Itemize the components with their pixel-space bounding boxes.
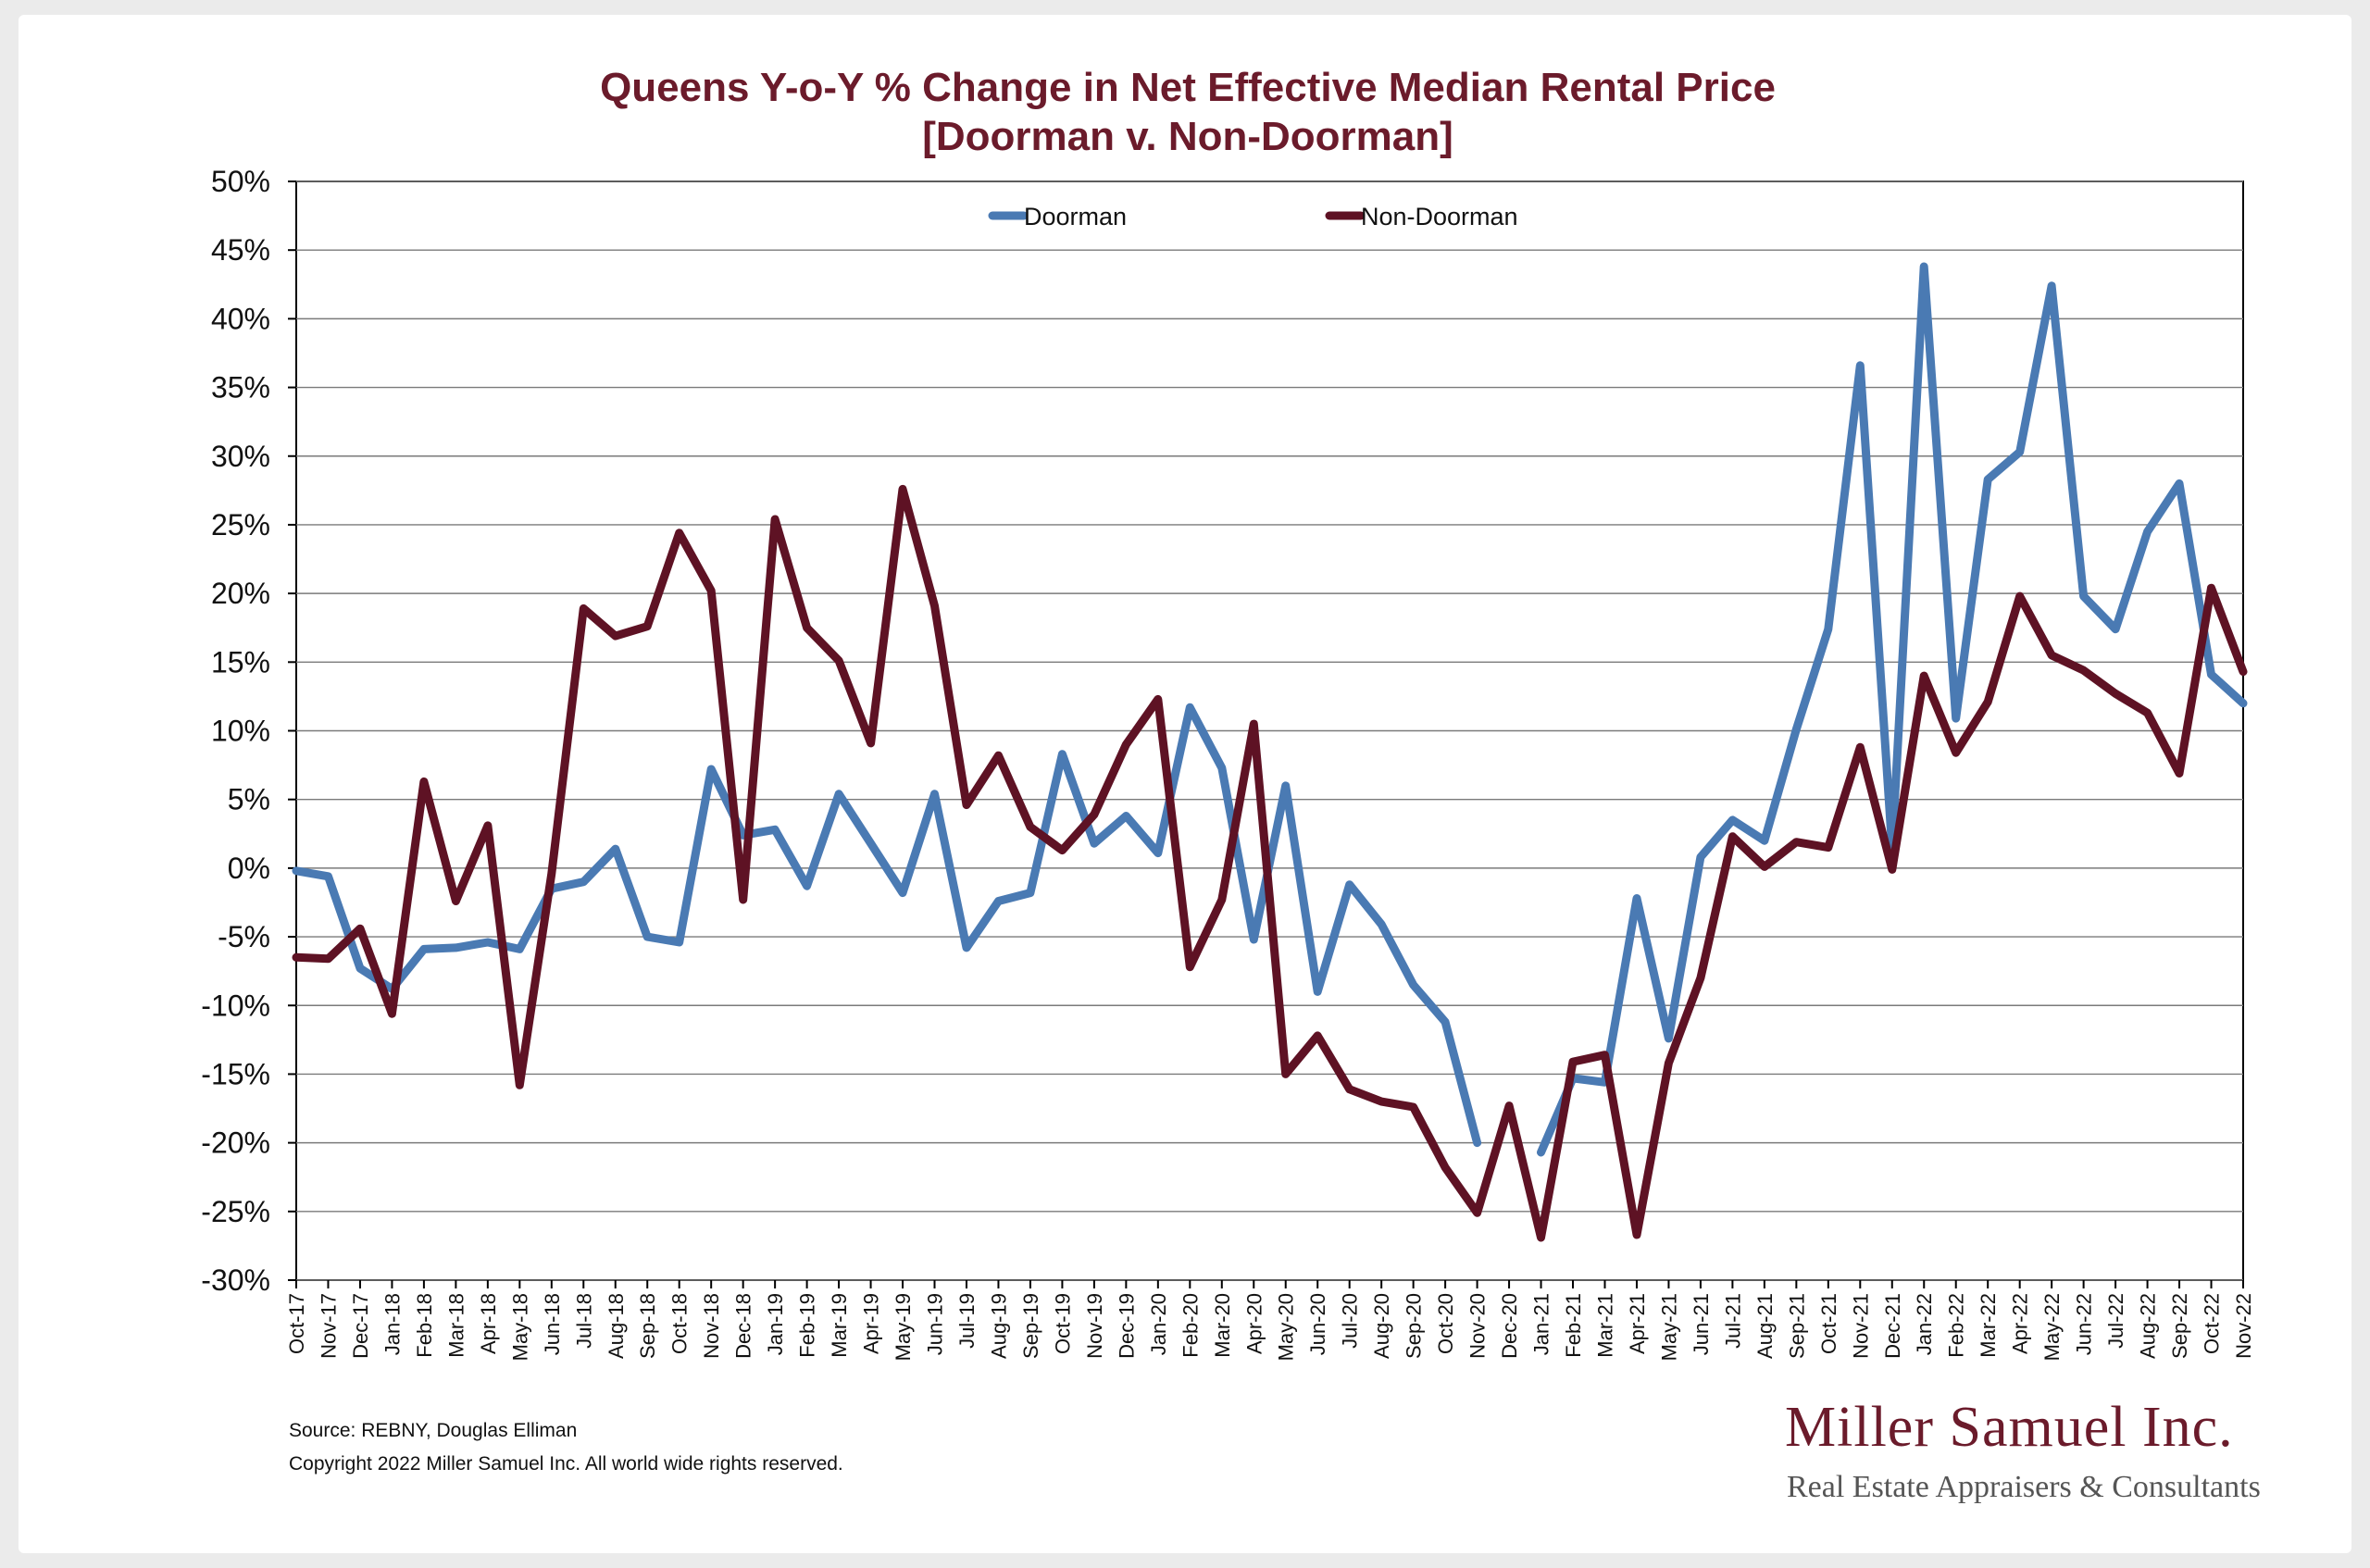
x-tick-label: Aug-20 bbox=[1370, 1293, 1393, 1359]
x-tick-label: Apr-20 bbox=[1242, 1293, 1266, 1354]
x-tick-label: Apr-18 bbox=[477, 1293, 500, 1354]
legend: Doorman Non-Doorman bbox=[988, 203, 1518, 230]
x-tick-label: Sep-21 bbox=[1785, 1293, 1808, 1359]
x-tick-label: May-20 bbox=[1275, 1293, 1298, 1361]
x-tick-label: Nov-19 bbox=[1083, 1293, 1106, 1359]
x-tick-label: Jan-20 bbox=[1147, 1293, 1170, 1355]
x-tick-label: Feb-18 bbox=[413, 1293, 436, 1358]
y-tick-label: 50% bbox=[211, 165, 270, 198]
x-axis: Oct-17 Nov-17 Dec-17 Jan-18 Feb-18 Mar-18 Apr-… bbox=[285, 1280, 2255, 1361]
x-tick-label: Mar-18 bbox=[444, 1293, 468, 1358]
y-tick-label: 15% bbox=[211, 645, 270, 678]
logo-tagline: Real Estate Appraisers & Consultants bbox=[1787, 1470, 2261, 1504]
x-tick-label: Jul-18 bbox=[572, 1293, 595, 1349]
x-tick-label: Dec-19 bbox=[1115, 1293, 1138, 1359]
x-tick-label: Jun-20 bbox=[1306, 1293, 1329, 1355]
x-tick-label: Dec-18 bbox=[732, 1293, 755, 1359]
y-axis: 50% 45% 40% 35% 30% 25% 20% 15% 10% 5% 0% -5% -10% -1… bbox=[201, 165, 296, 1297]
y-tick-label: 25% bbox=[211, 508, 270, 541]
x-tick-label: Apr-22 bbox=[2009, 1293, 2032, 1354]
copyright-note: Copyright 2022 Miller Samuel Inc. All wo… bbox=[289, 1453, 843, 1475]
y-tick-label: -15% bbox=[201, 1057, 270, 1090]
y-tick-label: 0% bbox=[228, 852, 270, 885]
x-tick-label: May-19 bbox=[892, 1293, 915, 1361]
x-tick-label: Dec-21 bbox=[1881, 1293, 1904, 1359]
x-tick-label: Sep-22 bbox=[2168, 1293, 2191, 1359]
x-tick-label: Oct-22 bbox=[2201, 1293, 2224, 1354]
x-tick-label: Jan-18 bbox=[380, 1293, 404, 1355]
x-tick-label: Jun-18 bbox=[541, 1293, 564, 1355]
y-tick-label: -20% bbox=[201, 1126, 270, 1160]
x-tick-label: Aug-21 bbox=[1753, 1293, 1777, 1359]
y-tick-label: -25% bbox=[201, 1195, 270, 1228]
x-tick-label: Apr-21 bbox=[1626, 1293, 1649, 1354]
company-logo: Miller Samuel Inc. Real Estate Appraiser… bbox=[1785, 1396, 2261, 1504]
x-tick-label: Dec-20 bbox=[1498, 1293, 1521, 1359]
gridlines bbox=[296, 180, 2243, 1281]
series-line-non-doorman bbox=[292, 484, 2248, 1242]
chart-card: Queens Y-o-Y % Change in Net Effective M… bbox=[19, 15, 2351, 1553]
x-tick-label: Feb-21 bbox=[1562, 1293, 1585, 1358]
x-tick-label: Mar-19 bbox=[828, 1293, 851, 1358]
x-tick-label: Oct-17 bbox=[285, 1293, 308, 1354]
legend-label-doorman: Doorman bbox=[1024, 203, 1127, 230]
x-tick-label: Nov-18 bbox=[700, 1293, 723, 1359]
x-tick-label: Jan-21 bbox=[1530, 1293, 1553, 1355]
x-tick-label: Aug-18 bbox=[605, 1293, 628, 1359]
legend-label-non-doorman: Non-Doorman bbox=[1361, 203, 1518, 230]
x-tick-label: Sep-18 bbox=[636, 1293, 659, 1359]
x-tick-label: Jan-19 bbox=[764, 1293, 787, 1355]
series-layer bbox=[292, 262, 2248, 1242]
y-tick-label: 35% bbox=[211, 371, 270, 404]
y-tick-label: 10% bbox=[211, 715, 270, 748]
x-tick-label: Jan-22 bbox=[1913, 1293, 1936, 1355]
x-tick-label: Feb-22 bbox=[1945, 1293, 1968, 1358]
logo-name: Miller Samuel Inc. bbox=[1785, 1396, 2234, 1459]
x-tick-label: Dec-17 bbox=[349, 1293, 372, 1359]
x-tick-label: May-18 bbox=[508, 1293, 531, 1361]
y-tick-label: 30% bbox=[211, 440, 270, 473]
x-tick-label: Oct-18 bbox=[668, 1293, 692, 1354]
x-tick-label: Jun-22 bbox=[2073, 1293, 2096, 1355]
x-tick-label: Feb-20 bbox=[1179, 1293, 1202, 1358]
x-tick-label: Jul-19 bbox=[955, 1293, 979, 1349]
x-tick-label: Oct-20 bbox=[1434, 1293, 1457, 1354]
x-tick-label: Aug-22 bbox=[2137, 1293, 2160, 1359]
x-tick-label: Jul-21 bbox=[1721, 1293, 1744, 1349]
x-tick-label: Nov-17 bbox=[317, 1293, 340, 1359]
x-tick-label: Jul-22 bbox=[2104, 1293, 2127, 1349]
y-tick-label: 20% bbox=[211, 577, 270, 610]
y-tick-label: 40% bbox=[211, 302, 270, 335]
x-tick-label: May-21 bbox=[1657, 1293, 1680, 1361]
x-tick-label: Sep-19 bbox=[1019, 1293, 1042, 1359]
source-note: Source: REBNY, Douglas Elliman bbox=[289, 1420, 577, 1441]
x-tick-label: Oct-21 bbox=[1817, 1293, 1840, 1354]
x-tick-label: Jun-21 bbox=[1690, 1293, 1713, 1355]
chart-canvas: Queens Y-o-Y % Change in Net Effective M… bbox=[201, 65, 2261, 1504]
x-tick-label: Jun-19 bbox=[924, 1293, 947, 1355]
x-tick-label: Jul-20 bbox=[1339, 1293, 1362, 1349]
x-tick-label: Sep-20 bbox=[1403, 1293, 1426, 1359]
y-tick-label: -30% bbox=[201, 1263, 270, 1297]
chart-title: Queens Y-o-Y % Change in Net Effective M… bbox=[600, 65, 1776, 110]
y-tick-label: -5% bbox=[218, 920, 270, 953]
chart-subtitle: [Doorman v. Non-Doorman] bbox=[922, 114, 1453, 159]
x-tick-label: Apr-19 bbox=[860, 1293, 883, 1354]
x-tick-label: Nov-21 bbox=[1849, 1293, 1872, 1359]
y-tick-label: 5% bbox=[228, 783, 270, 816]
x-tick-label: Aug-19 bbox=[987, 1293, 1010, 1359]
x-tick-label: Nov-20 bbox=[1466, 1293, 1490, 1359]
x-tick-label: Oct-19 bbox=[1051, 1293, 1074, 1354]
x-tick-label: Mar-20 bbox=[1211, 1293, 1234, 1358]
y-tick-label: -10% bbox=[201, 989, 270, 1022]
x-tick-label: Mar-22 bbox=[1977, 1293, 2000, 1358]
x-tick-label: Nov-22 bbox=[2232, 1293, 2255, 1359]
x-tick-label: Mar-21 bbox=[1593, 1293, 1616, 1358]
x-tick-label: May-22 bbox=[2040, 1293, 2064, 1361]
y-tick-label: 45% bbox=[211, 233, 270, 267]
x-tick-label: Feb-19 bbox=[796, 1293, 819, 1358]
